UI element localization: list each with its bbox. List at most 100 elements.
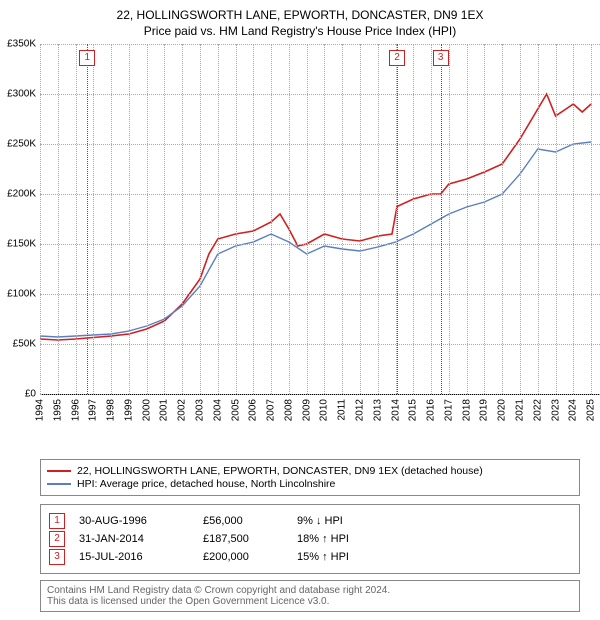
x-axis-label: 2021	[515, 399, 526, 421]
x-axis-label: 2011	[337, 399, 348, 421]
x-axis-label: 2010	[319, 399, 330, 421]
gridline-vertical	[111, 44, 112, 394]
sales-table: 1 30-AUG-1996 £56,000 9% ↓ HPI 2 31-JAN-…	[40, 504, 580, 574]
x-axis-label: 2023	[550, 399, 561, 421]
gridline-vertical	[324, 44, 325, 394]
sale-delta: 9% ↓ HPI	[297, 515, 343, 527]
x-axis-label: 2024	[568, 399, 579, 421]
sale-row: 3 15-JUL-2016 £200,000 15% ↑ HPI	[49, 549, 571, 565]
chart-title: 22, HOLLINGSWORTH LANE, EPWORTH, DONCAST…	[4, 8, 596, 24]
gridline-vertical	[182, 44, 183, 394]
gridline-vertical	[236, 44, 237, 394]
x-axis-label: 2009	[301, 399, 312, 421]
x-axis-label: 2008	[283, 399, 294, 421]
sale-date: 30-AUG-1996	[79, 515, 189, 527]
x-axis-label: 2019	[479, 399, 490, 421]
legend-item: 22, HOLLINGSWORTH LANE, EPWORTH, DONCAST…	[47, 465, 573, 477]
attribution-line: This data is licensed under the Open Gov…	[47, 596, 573, 607]
gridline-vertical	[467, 44, 468, 394]
x-axis-label: 2015	[408, 399, 419, 421]
legend-label: HPI: Average price, detached house, Nort…	[77, 478, 335, 490]
sale-marker-line	[87, 44, 88, 394]
x-axis-label: 2025	[586, 399, 597, 421]
x-axis-label: 2016	[426, 399, 437, 421]
sale-marker-badge: 2	[49, 531, 65, 547]
y-axis-label: £250K	[2, 138, 36, 149]
x-axis-label: 2004	[212, 399, 223, 421]
y-axis-label: £350K	[2, 38, 36, 49]
gridline-vertical	[342, 44, 343, 394]
gridline-vertical	[360, 44, 361, 394]
gridline-vertical	[58, 44, 59, 394]
x-axis-label: 1999	[123, 399, 134, 421]
x-axis-label: 2003	[195, 399, 206, 421]
plot-area: £0£50K£100K£150K£200K£250K£300K£350K123	[40, 44, 600, 395]
x-axis-label: 2018	[461, 399, 472, 421]
gridline-vertical	[164, 44, 165, 394]
gridline-vertical	[40, 44, 41, 394]
x-axis-label: 2020	[497, 399, 508, 421]
chart-container: 22, HOLLINGSWORTH LANE, EPWORTH, DONCAST…	[0, 0, 600, 620]
sale-price: £56,000	[203, 515, 283, 527]
gridline-vertical	[538, 44, 539, 394]
x-axis-label: 1998	[106, 399, 117, 421]
attribution: Contains HM Land Registry data © Crown c…	[40, 580, 580, 612]
gridline-vertical	[573, 44, 574, 394]
gridline	[40, 44, 600, 45]
gridline-vertical	[218, 44, 219, 394]
x-axis-label: 1995	[52, 399, 63, 421]
x-axis-label: 2012	[355, 399, 366, 421]
x-axis-label: 2014	[390, 399, 401, 421]
gridline-vertical	[431, 44, 432, 394]
gridline-vertical	[147, 44, 148, 394]
y-axis-label: £150K	[2, 238, 36, 249]
gridline-vertical	[502, 44, 503, 394]
legend-swatch	[47, 483, 71, 485]
gridline-vertical	[307, 44, 308, 394]
chart-subtitle: Price paid vs. HM Land Registry's House …	[4, 24, 596, 38]
series-line	[40, 94, 591, 340]
sale-delta: 15% ↑ HPI	[297, 551, 349, 563]
x-axis-label: 2002	[177, 399, 188, 421]
sale-row: 1 30-AUG-1996 £56,000 9% ↓ HPI	[49, 513, 571, 529]
gridline-vertical	[129, 44, 130, 394]
gridline-vertical	[591, 44, 592, 394]
gridline	[40, 194, 600, 195]
x-axis-label: 2000	[141, 399, 152, 421]
sale-price: £200,000	[203, 551, 283, 563]
sale-price: £187,500	[203, 533, 283, 545]
legend: 22, HOLLINGSWORTH LANE, EPWORTH, DONCAST…	[40, 459, 580, 496]
x-axis-label: 1997	[88, 399, 99, 421]
x-axis-label: 2017	[443, 399, 454, 421]
x-axis-label: 2006	[248, 399, 259, 421]
x-axis-label: 2022	[532, 399, 543, 421]
sale-marker-badge: 3	[49, 549, 65, 565]
gridline	[40, 144, 600, 145]
sale-row: 2 31-JAN-2014 £187,500 18% ↑ HPI	[49, 531, 571, 547]
sale-marker-line	[441, 44, 442, 394]
x-axis-label: 2001	[159, 399, 170, 421]
x-axis-labels: 1994199519961997199819992000200120022003…	[40, 395, 600, 455]
gridline-vertical	[289, 44, 290, 394]
sale-marker-badge: 2	[389, 50, 405, 66]
gridline-vertical	[556, 44, 557, 394]
sale-date: 15-JUL-2016	[79, 551, 189, 563]
sale-date: 31-JAN-2014	[79, 533, 189, 545]
y-axis-label: £300K	[2, 88, 36, 99]
attribution-line: Contains HM Land Registry data © Crown c…	[47, 585, 573, 596]
line-series-svg	[40, 44, 600, 394]
gridline-vertical	[484, 44, 485, 394]
gridline-vertical	[449, 44, 450, 394]
sale-marker-line	[397, 44, 398, 394]
sale-marker-badge: 1	[79, 50, 95, 66]
gridline-vertical	[93, 44, 94, 394]
x-axis-label: 2007	[266, 399, 277, 421]
x-axis-label: 1994	[35, 399, 46, 421]
x-axis-label: 2013	[372, 399, 383, 421]
y-axis-label: £50K	[2, 338, 36, 349]
gridline	[40, 244, 600, 245]
y-axis-label: £0	[2, 388, 36, 399]
sale-delta: 18% ↑ HPI	[297, 533, 349, 545]
gridline-vertical	[520, 44, 521, 394]
legend-swatch	[47, 470, 71, 472]
